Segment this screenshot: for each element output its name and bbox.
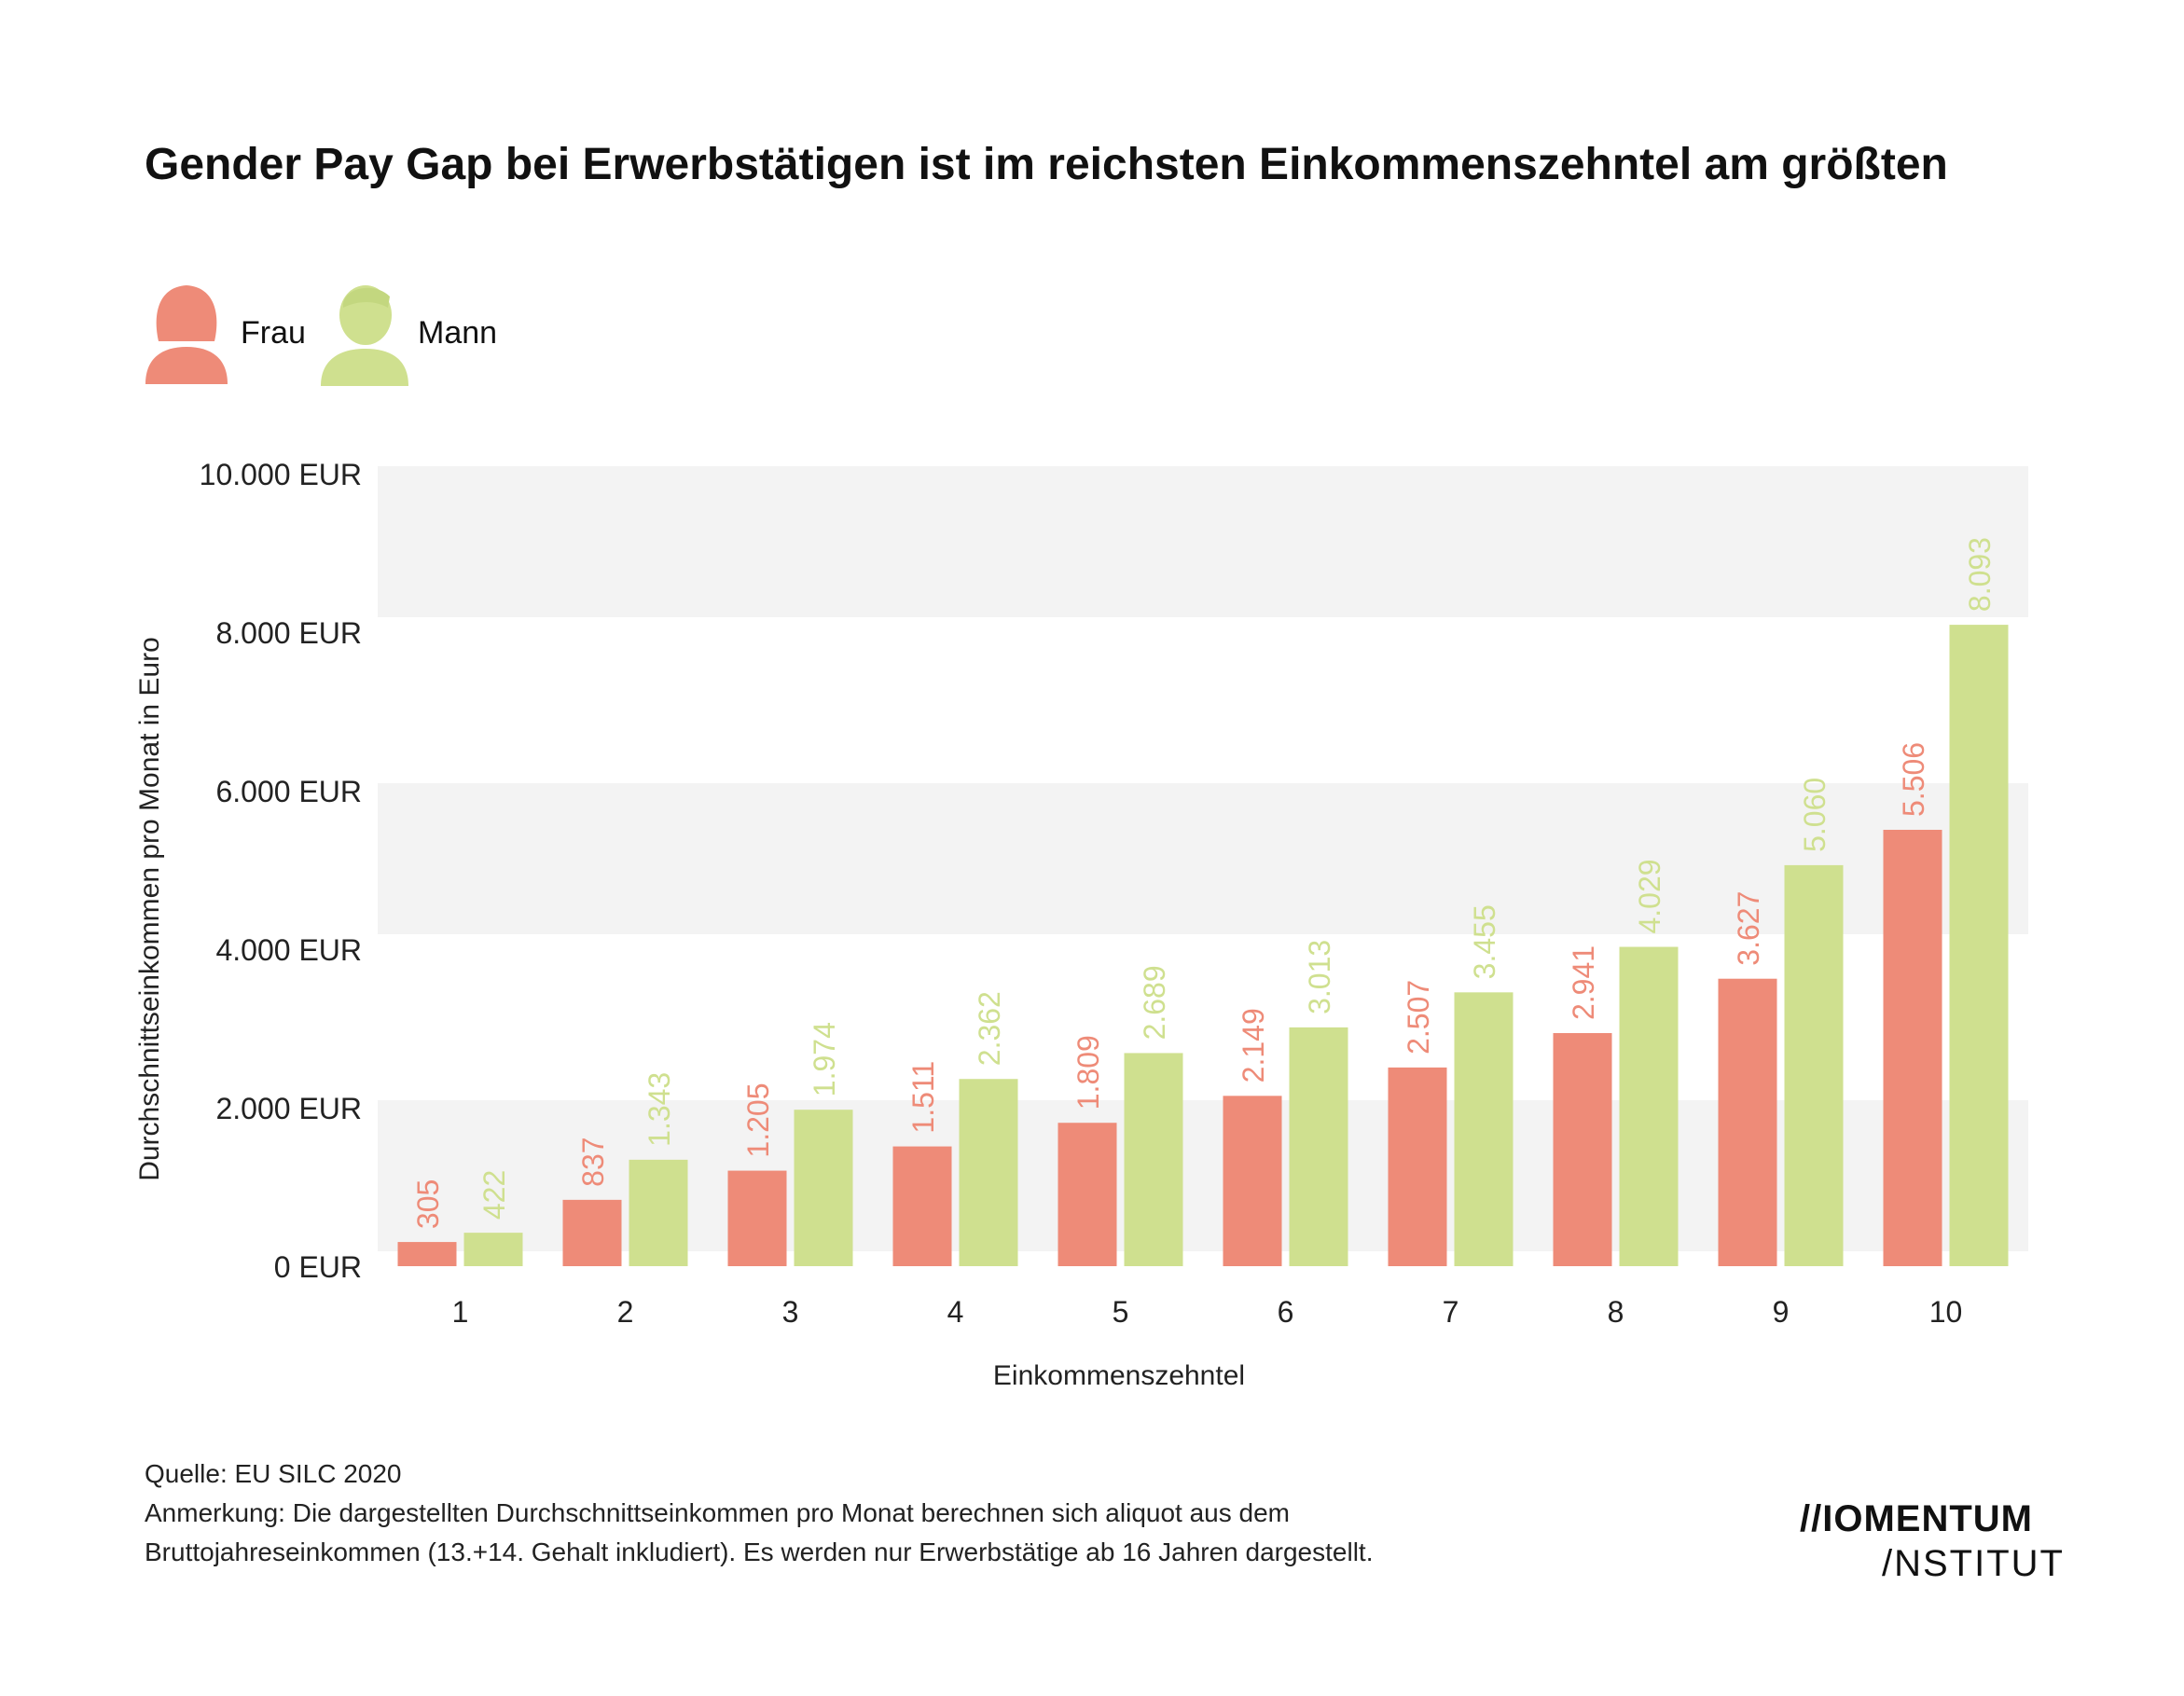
x-tick-label: 2 [617,1295,634,1329]
data-label-mann-9: 5.060 [1798,778,1832,852]
bar-frau-6 [1223,1096,1282,1266]
bar-frau-2 [562,1199,622,1266]
x-tick-label: 7 [1443,1295,1459,1329]
x-tick-label: 3 [782,1295,799,1329]
data-label-frau-8: 2.941 [1567,945,1600,1020]
data-label-mann-6: 3.013 [1303,940,1336,1014]
man-icon [321,285,408,386]
x-tick-label: 5 [1113,1295,1129,1329]
x-tick-label: 8 [1608,1295,1624,1329]
data-label-mann-3: 1.974 [808,1022,841,1096]
legend-label-frau: Frau [241,315,306,351]
data-label-frau-10: 5.506 [1897,742,1930,817]
y-tick-label: 2.000 EUR [215,1092,362,1125]
bar-mann-5 [1124,1053,1183,1266]
legend-item-mann: Mann [317,280,497,392]
data-label-frau-2: 837 [576,1137,610,1186]
logo-line-1: //IOMENTUM [1800,1498,2033,1539]
data-label-frau-7: 2.507 [1402,980,1435,1055]
bar-mann-6 [1289,1027,1348,1266]
footer: Quelle: EU SILC 2020 Anmerkung: Die darg… [145,1455,1373,1572]
note-line-1: Anmerkung: Die dargestellten Durchschnit… [145,1498,1290,1527]
y-tick-label: 6.000 EUR [215,775,362,808]
data-label-mann-2: 1.343 [643,1072,676,1147]
legend-label-mann: Mann [418,315,498,351]
bar-frau-10 [1883,829,1942,1266]
bar-mann-8 [1619,946,1679,1266]
note-line-2: Bruttojahreseinkommen (13.+14. Gehalt in… [145,1537,1374,1566]
bar-mann-4 [959,1079,1018,1266]
grid-band [378,466,2028,617]
bar-mann-9 [1784,864,1844,1266]
legend-item-frau: Frau [140,280,306,392]
y-tick-label: 4.000 EUR [215,933,362,967]
data-label-frau-6: 2.149 [1237,1008,1270,1082]
y-tick-label: 0 EUR [274,1250,362,1284]
chart-title: Gender Pay Gap bei Erwerbstätigen ist im… [145,140,1948,189]
x-tick-label: 1 [452,1295,469,1329]
data-label-frau-9: 3.627 [1732,891,1765,966]
data-label-frau-1: 305 [411,1179,445,1229]
data-label-mann-10: 8.093 [1963,537,1997,612]
bar-frau-8 [1553,1033,1612,1266]
bar-mann-7 [1454,992,1514,1266]
data-label-frau-5: 1.809 [1071,1035,1105,1110]
x-axis-label: Einkommenszehntel [993,1360,1245,1391]
source-text: Quelle: EU SILC 2020 [145,1459,402,1488]
bar-frau-5 [1057,1123,1117,1266]
bar-frau-1 [397,1242,457,1266]
data-label-frau-3: 1.205 [741,1082,775,1157]
momentum-logo: //IOMENTUM /NSTITUT [1800,1496,2065,1586]
x-tick-label: 6 [1278,1295,1294,1329]
grid-band [378,783,2028,934]
y-tick-label: 10.000 EUR [200,458,362,491]
bar-mann-10 [1949,625,2009,1266]
y-tick-label: 8.000 EUR [215,616,362,650]
bar-frau-9 [1718,978,1777,1266]
data-label-mann-7: 3.455 [1468,904,1501,979]
x-tick-label: 9 [1773,1295,1790,1329]
data-label-mann-4: 2.362 [973,991,1006,1066]
x-tick-label: 10 [1929,1295,1963,1329]
bar-frau-3 [727,1170,787,1266]
y-axis-label: Durchschnittseinkommen pro Monat in Euro [134,637,165,1181]
x-tick-label: 4 [947,1295,964,1329]
logo-line-2: /NSTITUT [1882,1543,2065,1584]
bar-frau-7 [1388,1067,1447,1266]
data-label-frau-4: 1.511 [906,1061,940,1134]
grid-band [378,1100,2028,1251]
bar-mann-3 [794,1110,853,1266]
bar-mann-2 [629,1159,688,1266]
data-label-mann-1: 422 [477,1170,511,1220]
bar-mann-1 [463,1233,523,1266]
data-label-mann-5: 2.689 [1138,965,1171,1040]
bar-frau-4 [892,1146,952,1266]
woman-icon [145,285,228,384]
data-label-mann-8: 4.029 [1633,859,1666,933]
